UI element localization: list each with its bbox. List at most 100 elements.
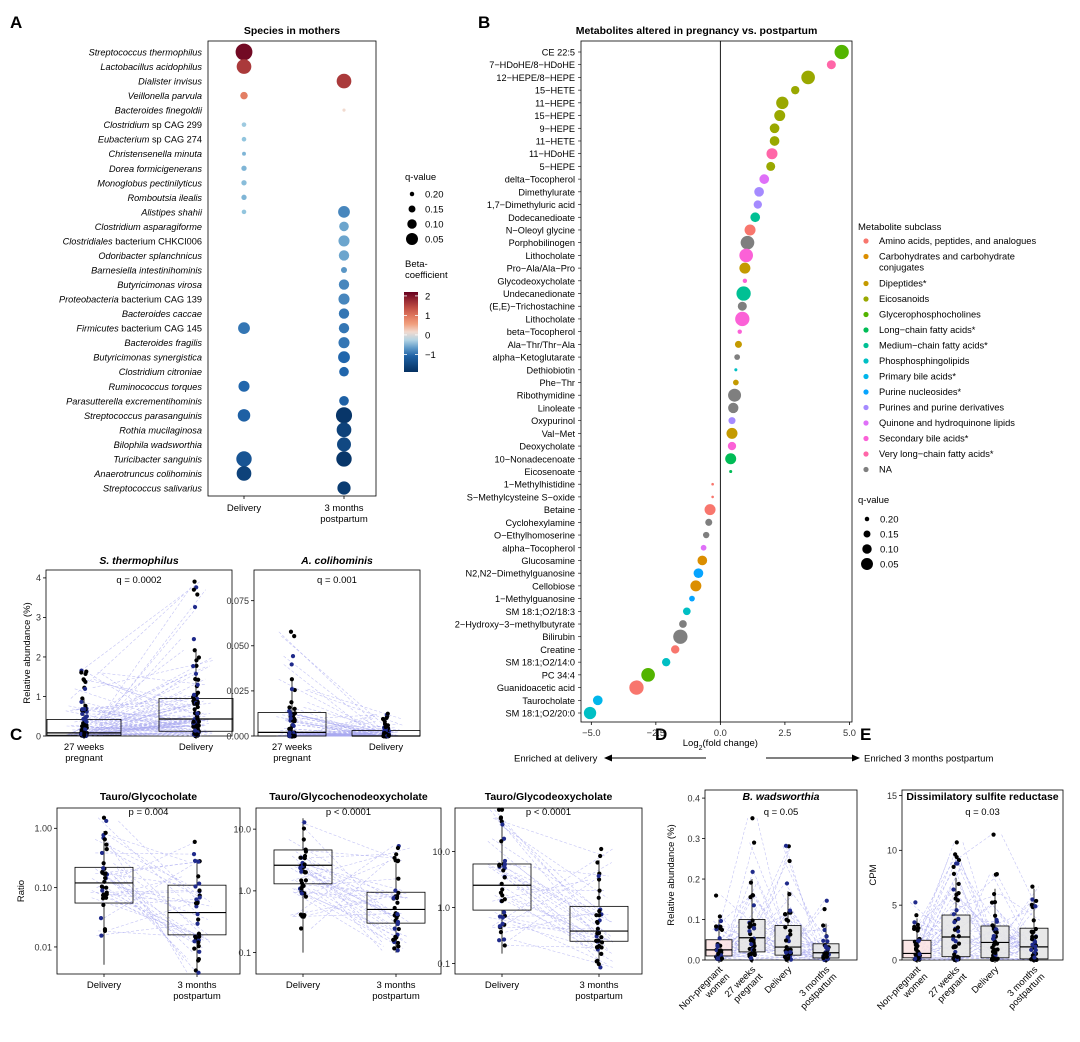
paired-line [492,879,591,902]
data-point [747,921,753,926]
data-point [193,671,199,676]
data-point [990,923,995,928]
metabolite-label: Ala−Thr/Thr−Ala [508,340,576,350]
box-subtitle: p < 0.0001 [526,807,571,818]
y-tick-label: 10.0 [432,847,450,857]
data-point [196,655,202,660]
data-point [499,807,505,812]
data-point [396,890,401,895]
subclass-swatch [863,404,869,411]
metabolite-dot [742,278,748,284]
subclass-label: Eicosanoids [879,294,929,304]
metabolite-label: Pro−Ala/Ala−Pro [507,264,575,274]
paired-line [97,930,190,938]
species-dot [237,409,251,422]
paired-line [757,860,788,924]
data-point [292,706,297,711]
species-label: Alistipes shahii [140,207,203,217]
plot-frame [704,789,858,961]
species-dot [241,194,247,200]
legend-color-label: 1 [425,311,430,322]
box-subtitle: p < 0.0001 [326,807,371,818]
metabolite-label: PC 34:4 [542,670,575,680]
paired-line [70,724,201,735]
data-point [598,853,603,859]
data-point [299,869,304,874]
data-point [951,944,957,949]
species-label: Bacteroides caccae [122,309,202,319]
data-point [788,932,793,937]
paired-line [82,701,200,733]
data-point [396,926,401,932]
data-point [102,837,107,842]
data-point [956,916,961,921]
metabolite-dot [728,388,742,402]
paired-line [506,945,595,948]
metabolite-dot [711,495,714,499]
paired-line [115,890,203,895]
data-point [395,859,400,864]
paired-line [101,722,188,736]
paired-line [74,702,211,723]
data-point [502,910,507,915]
subclass-label: Secondary bile acids* [879,434,969,444]
data-point [1034,898,1039,904]
paired-line [82,665,211,737]
data-point [395,911,400,917]
data-point [194,904,199,909]
metabolite-label: Deoxycholate [519,442,575,452]
paired-line [304,828,401,930]
metabolite-dot [702,531,710,539]
data-point [994,917,999,922]
data-point [287,708,292,714]
subclass-swatch [863,451,869,457]
data-point [913,952,918,957]
paired-line [92,660,214,689]
x-tick-label: Delivery [970,964,1001,995]
data-point [501,836,507,841]
data-point [595,919,600,925]
data-point [951,937,956,942]
y-tick-label: 2 [36,652,41,662]
data-point [303,878,309,883]
data-point [596,877,602,882]
plot-frame [454,807,643,975]
metabolite-dot [739,248,754,263]
data-point [783,925,788,930]
metabolite-label: SM 18:1;O2/14:0 [506,658,575,668]
data-point [298,865,303,871]
paired-line [312,888,407,944]
metabolite-label: Lithocholate [525,251,575,261]
data-point [82,723,88,728]
paired-line [489,809,608,950]
plot-frame [253,569,421,737]
species-dot [340,266,348,274]
box-subtitle: q = 0.0002 [116,575,161,586]
metabolite-label: N2,N2−Dimethylguanosine [465,569,575,579]
data-point [821,955,826,961]
legend-size-label: 0.10 [425,220,444,231]
data-point [102,879,107,884]
y-tick-label: 4 [36,573,41,583]
data-point [80,707,85,712]
paired-line [512,924,593,948]
data-point [288,716,293,721]
paired-line [103,872,189,960]
metabolite-dot [726,427,738,439]
y-tick-label: 0.0 [687,955,700,965]
paired-line [310,865,406,899]
data-point [300,884,305,889]
species-label: Proteobacteria bacterium CAG 139 [59,295,202,305]
data-point [1033,944,1038,949]
subclass-label: Medium−chain fatty acids* [879,341,988,351]
metabolite-label: Undecanedionate [503,289,575,299]
species-label: Butyricimonas synergistica [93,353,202,363]
data-point [298,926,304,931]
paired-line [95,861,203,875]
legend-color-title: Beta-coefficient [405,259,448,281]
paired-line [292,891,384,947]
panel-c-tauro-glycocholate: Tauro/Glycocholate p = 0.004 Ratio 0.01 0.10… [16,791,241,1002]
data-point [104,842,109,847]
data-point [196,943,201,949]
